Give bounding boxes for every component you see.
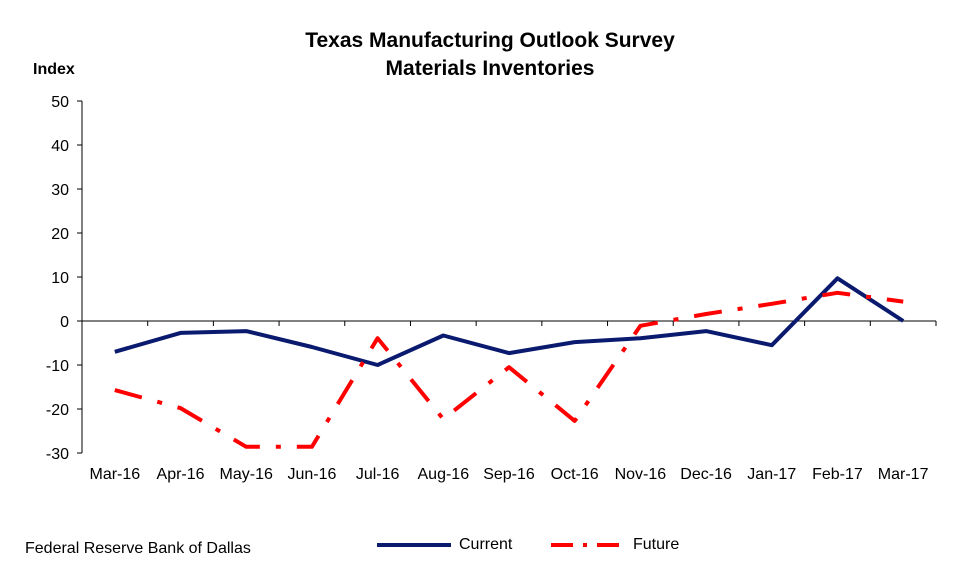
y-tick-label: -10: [46, 358, 69, 375]
y-tick-label: 30: [51, 182, 69, 199]
x-tick-label: Aug-16: [418, 466, 470, 483]
chart-subtitle: Materials Inventories: [385, 57, 595, 80]
legend-swatch-current: [377, 543, 451, 547]
x-tick-label: Jun-16: [287, 466, 336, 483]
chart-title: Texas Manufacturing Outlook Survey: [305, 29, 675, 52]
legend-label-current: Current: [459, 536, 513, 553]
legend-label-future: Future: [633, 536, 680, 553]
y-axis-label: Index: [33, 61, 75, 78]
y-tick-label: -20: [46, 402, 69, 419]
legend-swatch-future: [551, 543, 625, 547]
x-tick-label: Oct-16: [551, 466, 599, 483]
y-tick-label: -30: [46, 446, 69, 463]
series-lines: [114, 276, 905, 449]
y-tick-labels: 50 40 30 20 10 0 -10 -20 -30: [46, 94, 69, 463]
x-tick-label: Mar-17: [878, 466, 929, 483]
source-note: Federal Reserve Bank of Dallas: [25, 540, 251, 557]
axes: [77, 100, 937, 454]
series-line-current: [114, 276, 905, 367]
x-tick-label: Dec-16: [680, 466, 732, 483]
legend-item-future: Future: [549, 536, 679, 554]
y-tick-label: 40: [51, 138, 69, 155]
x-tick-label: Nov-16: [615, 466, 667, 483]
y-tick-label: 10: [51, 270, 69, 287]
x-tick-label: Jul-16: [356, 466, 400, 483]
x-tick-label: Apr-16: [157, 466, 205, 483]
y-tick-label: 0: [60, 314, 69, 331]
x-tick-label: Feb-17: [812, 466, 863, 483]
x-tick-label: May-16: [220, 466, 273, 483]
x-tick-labels: Mar-16 Apr-16 May-16 Jun-16 Jul-16 Aug-16 Sep-…: [90, 466, 929, 483]
plot-area: 50 40 30 20 10 0 -10 -20 -30 Mar-16 Apr-16 May-16 J…: [46, 94, 937, 483]
series-line-future: [114, 290, 904, 449]
x-tick-label: Jan-17: [747, 466, 796, 483]
legend-item-current: Current: [375, 536, 512, 554]
x-tick-label: Sep-16: [483, 466, 535, 483]
y-tick-label: 20: [51, 226, 69, 243]
x-tick-label: Mar-16: [90, 466, 141, 483]
y-tick-label: 50: [51, 94, 69, 111]
